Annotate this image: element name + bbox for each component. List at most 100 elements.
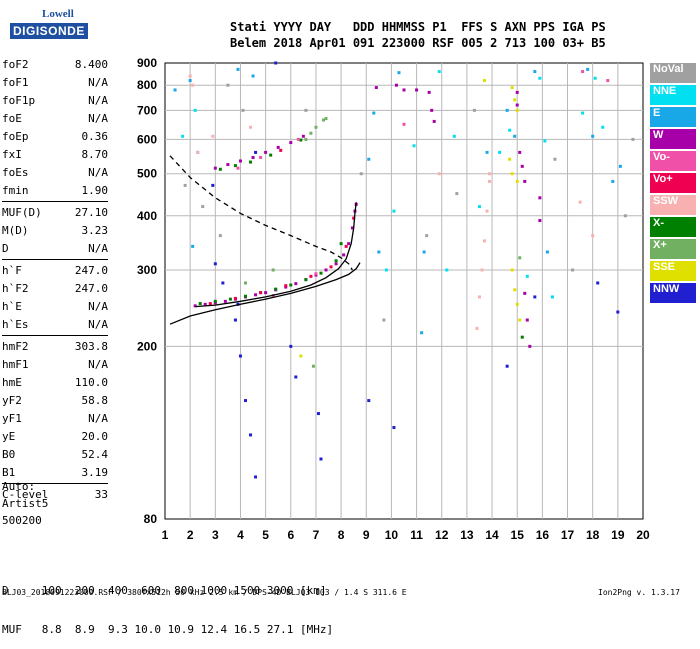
plot-area — [164, 62, 644, 520]
echo-point-noval — [425, 234, 429, 238]
param-value: N/A — [88, 76, 108, 89]
param-value: N/A — [88, 94, 108, 107]
echo-point-sse — [515, 302, 519, 306]
param-separator — [2, 335, 108, 336]
echo-point-w — [528, 344, 532, 348]
echo-point-nnw — [238, 354, 242, 358]
echo-point-noval — [359, 172, 363, 176]
x-tick-label: 12 — [435, 528, 449, 542]
legend-item-ssw: SSW — [650, 195, 696, 215]
echo-point-w — [226, 163, 230, 167]
echo-point-ssw — [480, 268, 484, 272]
echo-point-sse — [515, 108, 519, 112]
param-label: B0 — [2, 448, 16, 461]
param-row: foF1p N/A — [2, 92, 108, 110]
echo-point-x- — [228, 297, 232, 301]
param-label: C-level — [2, 488, 49, 501]
param-value: 247.0 — [74, 264, 108, 277]
param-row: h`Es N/A — [2, 316, 108, 334]
param-row: C-level 33 — [2, 486, 108, 504]
param-label: fxI — [2, 148, 22, 161]
echo-point-nnw — [254, 150, 258, 154]
echo-point-vo- — [233, 296, 237, 300]
echo-point-sse — [513, 288, 517, 292]
echo-point-x- — [289, 283, 293, 287]
param-row: foEs N/A — [2, 164, 108, 182]
param-label: h`Es — [2, 318, 29, 331]
y-tick-label: 300 — [137, 263, 157, 277]
param-value: N/A — [88, 318, 108, 331]
echo-point-vo- — [309, 274, 313, 278]
echo-point-e — [611, 179, 615, 183]
echo-point-vo- — [329, 265, 333, 269]
echo-point-nnw — [274, 61, 278, 65]
header-field-values: Belem 2018 Apr01 091 223000 RSF 005 2 71… — [230, 36, 606, 50]
echo-point-sse — [518, 318, 522, 322]
echo-point-sse — [299, 354, 303, 358]
echo-point-nne — [581, 111, 585, 115]
echo-point-w — [334, 262, 338, 266]
param-label: foF2 — [2, 58, 29, 71]
echo-point-noval — [304, 108, 308, 112]
param-value: 20.0 — [81, 430, 109, 443]
auto-line: Auto: — [2, 480, 36, 493]
param-label: h`F2 — [2, 282, 29, 295]
echo-point-vo- — [344, 244, 348, 248]
param-row: foF2 8.400 — [2, 56, 108, 74]
echo-point-x- — [324, 117, 328, 121]
x-tick-label: 4 — [237, 528, 244, 542]
param-label: foF1p — [2, 94, 36, 107]
param-value: N/A — [88, 242, 108, 255]
echo-point-ssw — [488, 179, 492, 183]
echo-point-nnw — [316, 412, 320, 416]
echo-point-ssw — [437, 172, 441, 176]
legend-item-noval: NoVal — [650, 63, 696, 83]
echo-point-nne — [543, 139, 547, 143]
param-row: B0 52.4 — [2, 446, 108, 464]
echo-point-x- — [213, 299, 217, 303]
echo-point-x- — [321, 118, 325, 122]
echo-point-w — [415, 88, 419, 92]
param-label: yE — [2, 430, 16, 443]
echo-point-nnw — [319, 457, 323, 461]
param-row: yE 20.0 — [2, 428, 108, 446]
echo-point-e — [422, 250, 426, 254]
echo-point-x- — [319, 271, 323, 275]
echo-point-nne — [550, 295, 554, 299]
echo-point-nnw — [616, 310, 620, 314]
dashed-profile-curve — [169, 155, 353, 271]
footer-version: Ion2Png v. 1.3.17 — [598, 588, 680, 597]
echo-point-nnw — [505, 364, 509, 368]
echo-point-w — [520, 164, 524, 168]
legend-item-x-: X+ — [650, 239, 696, 259]
header-field-names: Stati YYYY DAY DDD HHMMSS P1 FFS S AXN P… — [230, 20, 606, 34]
x-tick-label: 2 — [187, 528, 194, 542]
echo-point-e — [367, 157, 371, 161]
echo-point-vo- — [259, 156, 263, 160]
echo-point-w — [289, 141, 293, 145]
echo-point-nne — [193, 108, 197, 112]
x-tick-label: 14 — [485, 528, 499, 542]
echo-point-x- — [249, 160, 253, 164]
echo-point-sse — [510, 86, 514, 90]
x-tick-label: 16 — [536, 528, 550, 542]
echo-point-ssw — [191, 83, 195, 87]
param-label: yF2 — [2, 394, 22, 407]
logo-digisonde-text: DIGISONDE — [10, 23, 88, 39]
echo-point-sse — [510, 172, 514, 176]
auto-line: 500200 — [2, 514, 42, 527]
param-value: 0.36 — [81, 130, 109, 143]
x-tick-label: 1 — [162, 528, 169, 542]
y-tick-label: 900 — [137, 56, 157, 70]
param-value: 110.0 — [74, 376, 108, 389]
param-value: 3.19 — [81, 466, 109, 479]
echo-point-nnw — [244, 399, 248, 403]
echo-point-w — [394, 83, 398, 87]
echo-point-w — [193, 304, 197, 308]
echo-point-noval — [455, 192, 459, 196]
param-label: M(D) — [2, 224, 29, 237]
echo-point-vo- — [284, 284, 288, 288]
param-row: fmin 1.90 — [2, 182, 108, 200]
param-separator — [2, 201, 108, 202]
param-label: D — [2, 242, 9, 255]
